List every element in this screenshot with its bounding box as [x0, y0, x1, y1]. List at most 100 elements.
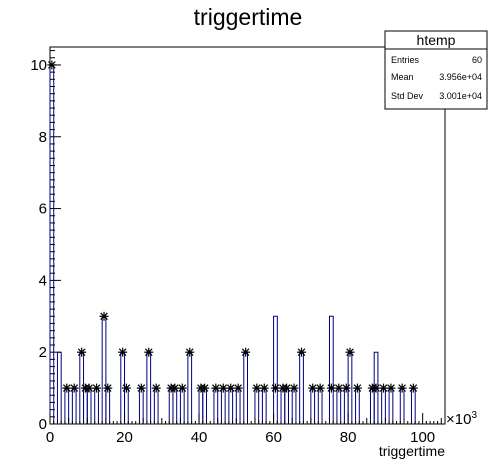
data-point-marker [151, 383, 161, 393]
x-tick-label: 0 [46, 429, 54, 446]
data-point-marker [211, 383, 221, 393]
histogram-bar [273, 315, 278, 424]
stats-entries-label: Entries [391, 55, 420, 65]
stats-box-frame [384, 30, 488, 110]
x-multiplier: ×103 [446, 410, 477, 428]
x-multiplier-base: ×10 [446, 411, 471, 428]
data-point-marker [77, 347, 87, 357]
histogram-bar [101, 315, 107, 424]
data-point-marker [345, 347, 355, 357]
histogram-bar [179, 387, 185, 424]
data-point-marker [103, 383, 113, 393]
histogram-bar [213, 387, 219, 424]
y-tick-label: 8 [39, 129, 47, 146]
histogram-bar [299, 351, 304, 424]
data-point-marker [315, 383, 325, 393]
stats-entries-value: 60 [472, 55, 482, 65]
data-point-marker [386, 383, 396, 393]
x-tick-label: 80 [340, 429, 357, 446]
histogram-bar [172, 387, 178, 424]
data-point-marker [297, 347, 307, 357]
y-tick-label: 2 [39, 344, 47, 361]
data-point-marker [136, 383, 146, 393]
data-point-marker [185, 347, 195, 357]
histogram-bar [94, 387, 99, 424]
data-point-marker [259, 383, 269, 393]
histogram-bar [280, 387, 286, 424]
y-tick-label: 0 [39, 416, 47, 433]
x-axis-title: triggertime [379, 443, 445, 459]
stats-box-title: htemp [417, 32, 456, 48]
histogram-bar [261, 387, 267, 424]
histogram-bar [64, 387, 70, 424]
y-tick-label: 4 [39, 272, 47, 289]
histogram-bar [235, 387, 241, 424]
histogram-bar [388, 387, 394, 424]
histogram-bar [138, 387, 144, 424]
x-tick-label: 40 [191, 429, 208, 446]
stats-mean-value: 3.956e+04 [439, 72, 482, 82]
data-point-marker [289, 383, 299, 393]
histogram-bar [198, 387, 204, 424]
x-tick-label: 20 [116, 429, 133, 446]
data-point-marker [118, 347, 128, 357]
x-multiplier-exponent: 3 [471, 410, 477, 421]
y-axis: 0 2 4 6 8 10 [30, 50, 61, 433]
data-point-marker [92, 383, 102, 393]
histogram-bar [86, 387, 92, 424]
histogram-bar [310, 387, 316, 424]
data-point-marker [99, 311, 109, 321]
histogram-markers [47, 60, 418, 393]
histogram-bar [343, 387, 349, 424]
histogram-bar [153, 387, 159, 424]
y-tick-label: 10 [30, 57, 47, 74]
histogram-bar [202, 387, 208, 424]
data-point-marker [341, 383, 351, 393]
histogram-bar [220, 387, 226, 424]
data-point-marker [144, 347, 154, 357]
histogram-bar [124, 387, 129, 424]
data-point-marker [170, 383, 180, 393]
data-point-marker [352, 383, 362, 393]
histogram-bar [328, 315, 334, 424]
histogram-bar [291, 387, 297, 424]
stats-stddev-value: 3.001e+04 [439, 91, 482, 101]
data-point-marker [69, 383, 79, 393]
histogram-bar [369, 387, 375, 424]
y-tick-label: 6 [39, 201, 47, 218]
data-point-marker [177, 383, 187, 393]
histogram-bar [355, 387, 360, 424]
data-point-marker [233, 383, 243, 393]
histogram-bar [56, 351, 62, 424]
histogram-bar [410, 387, 416, 424]
data-point-marker [241, 347, 251, 357]
x-axis: 0 20 40 60 80 100 [46, 413, 446, 446]
histogram-bar [254, 387, 260, 424]
histogram-bars [49, 64, 416, 424]
stats-box: htemp Entries 60 Mean 3.956e+04 Std Dev … [384, 30, 488, 110]
data-point-marker [121, 383, 131, 393]
histogram-bar [284, 387, 289, 424]
histogram-bar [399, 387, 405, 424]
histogram-bar [187, 351, 193, 424]
histogram-bar [336, 387, 342, 424]
histogram-bar [228, 387, 234, 424]
histogram-bar [381, 387, 386, 424]
x-tick-label: 100 [410, 429, 435, 446]
histogram-bar [105, 387, 111, 424]
histogram-bar [317, 387, 323, 424]
data-point-marker [308, 383, 318, 393]
data-point-marker [371, 383, 381, 393]
histogram-bar [146, 351, 152, 424]
data-point-marker [397, 383, 407, 393]
histogram-bar [83, 387, 88, 424]
x-tick-label: 60 [265, 429, 282, 446]
data-point-marker [200, 383, 210, 393]
histogram-bar [168, 387, 174, 424]
histogram-bar [243, 351, 248, 424]
histogram-bar [71, 387, 77, 424]
stats-mean-label: Mean [391, 72, 414, 82]
chart-title: triggertime [194, 4, 303, 30]
stats-stddev-label: Std Dev [391, 91, 424, 101]
